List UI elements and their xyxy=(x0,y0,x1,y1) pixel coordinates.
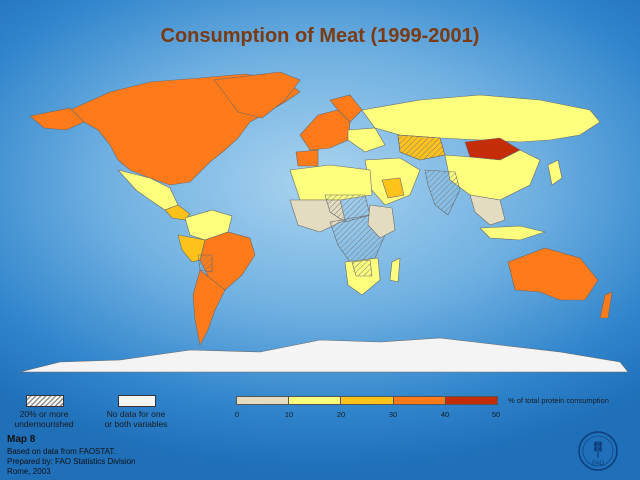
region-japan xyxy=(547,159,563,186)
fao-logo-text: FAO xyxy=(592,461,604,467)
scale-10-20 xyxy=(289,396,342,405)
region-argentina xyxy=(192,269,226,346)
fao-logo-icon: FAO xyxy=(578,431,618,471)
footer-line3: Rome, 2003 xyxy=(7,467,51,476)
region-kazakhstan-hatch xyxy=(397,134,446,161)
scale-tick-40: 40 xyxy=(440,410,450,419)
scale-tick-30: 30 xyxy=(388,410,398,419)
scale-0-10 xyxy=(236,396,290,405)
region-southern-africa-hatch xyxy=(351,259,373,277)
region-east-africa xyxy=(367,204,396,239)
region-eastern-europe xyxy=(347,127,386,153)
region-new-zealand xyxy=(599,291,613,319)
region-indonesia xyxy=(479,225,547,241)
scale-20-30 xyxy=(341,396,394,405)
region-australia xyxy=(507,247,599,301)
region-scandinavia xyxy=(329,94,363,123)
scale-tick-0: 0 xyxy=(234,410,240,419)
legend-undernourished-line2: undernourished xyxy=(14,419,74,429)
region-iberia xyxy=(295,149,319,167)
scale-tick-20: 20 xyxy=(336,410,346,419)
scale-title: % of total protein consumption xyxy=(508,396,609,405)
legend-undernourished-line1: 20% or more xyxy=(19,409,69,419)
region-saudi xyxy=(381,177,405,199)
map-number: Map 8 xyxy=(7,434,36,445)
scale-30-40 xyxy=(393,396,446,405)
legend-nodata-swatch xyxy=(118,395,156,407)
legend-undernourished-swatch xyxy=(26,395,64,407)
color-scale xyxy=(236,396,499,405)
map-title: Consumption of Meat (1999-2001) xyxy=(160,25,480,47)
region-southeast-asia xyxy=(469,194,506,226)
scale-40-50 xyxy=(445,396,499,405)
region-india xyxy=(424,169,461,216)
legend-nodata-line1: No data for one xyxy=(106,409,166,419)
legend-nodata-label: No data for one or both variables xyxy=(96,409,176,429)
legend-nodata-line2: or both variables xyxy=(104,419,168,429)
region-alaska xyxy=(29,107,85,131)
scale-tick-10: 10 xyxy=(284,410,294,419)
region-western-europe xyxy=(299,109,351,151)
legend-undernourished-label: 20% or more undernourished xyxy=(4,409,84,429)
scale-tick-50: 50 xyxy=(491,410,501,419)
footer-line1: Based on data from FAOSTAT. xyxy=(7,447,116,456)
region-greenland xyxy=(213,71,301,119)
region-china xyxy=(444,149,541,201)
region-antarctica xyxy=(19,337,629,373)
region-bolivia xyxy=(197,254,213,273)
region-madagascar xyxy=(389,257,401,283)
footer-line2: Prepared by: FAO Statistics Division xyxy=(7,457,136,466)
